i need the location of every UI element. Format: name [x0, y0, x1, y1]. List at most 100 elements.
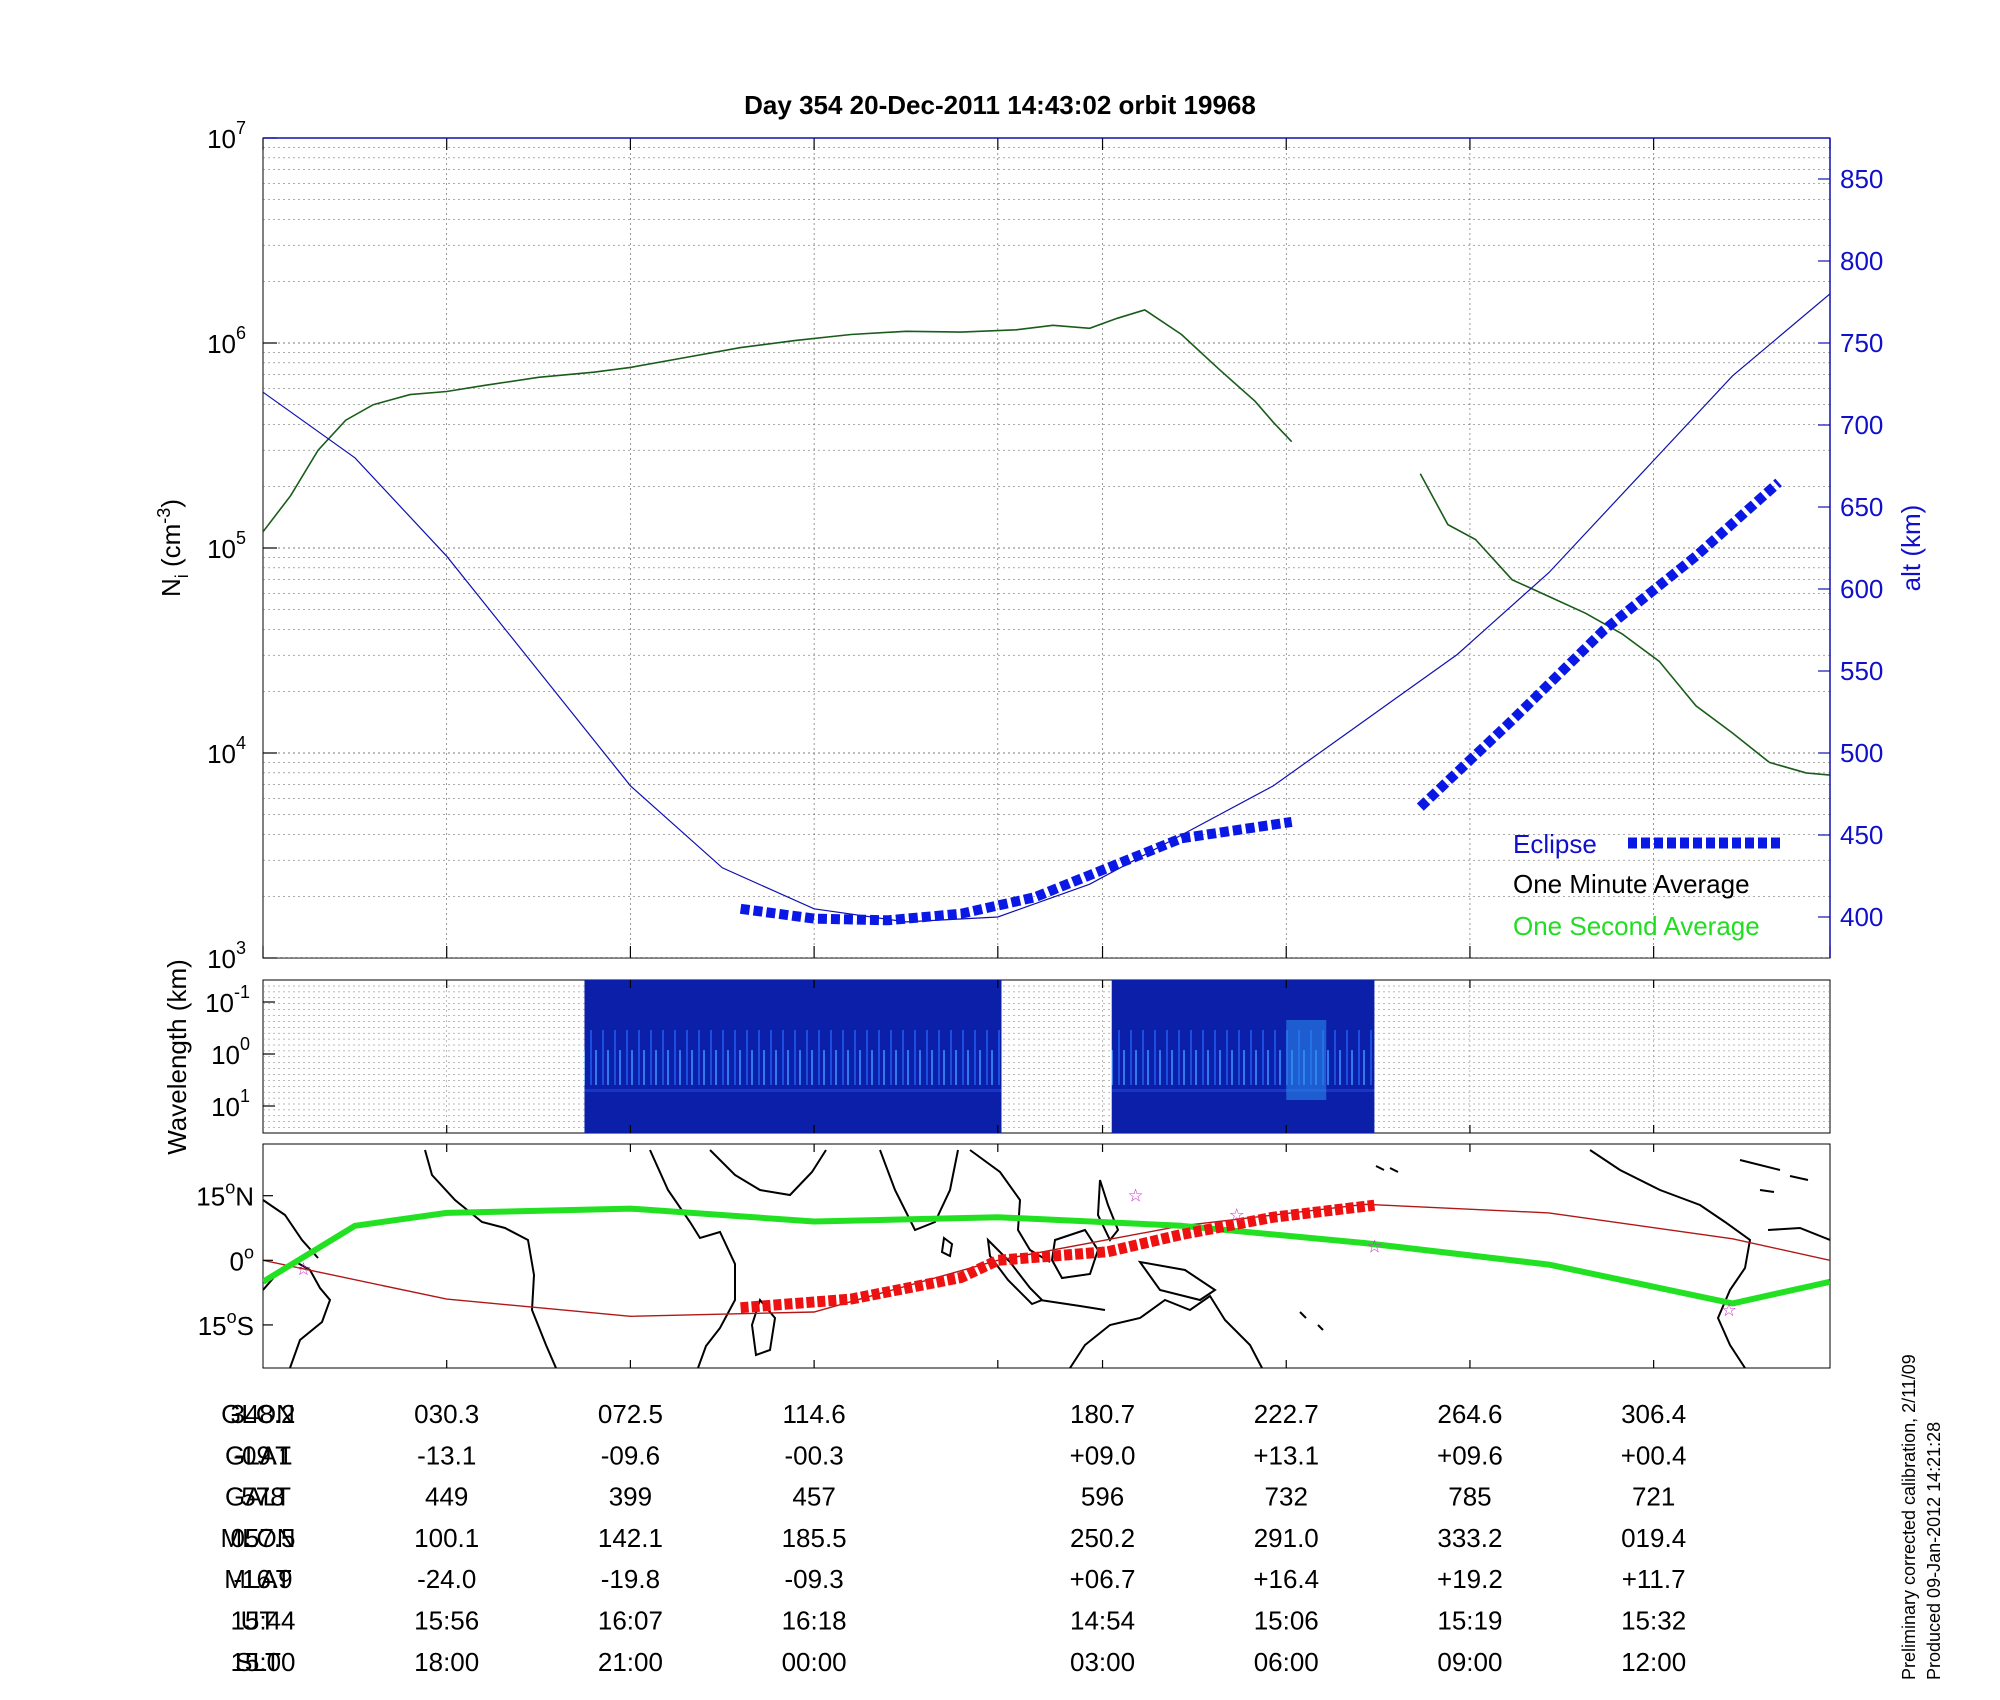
- table-cell: 072.5: [598, 1399, 663, 1429]
- altitude-y-tick-label: 400: [1840, 902, 1883, 932]
- table-cell: 06:00: [1254, 1647, 1319, 1677]
- table-row-label: MLAT: [224, 1564, 292, 1594]
- table-cell: 142.1: [598, 1523, 663, 1553]
- calibration-note: Preliminary corrected calibration, 2/11/…: [1899, 1354, 1919, 1680]
- table-cell: -24.0: [417, 1564, 476, 1594]
- madagascar: [750, 1297, 777, 1357]
- spectrogram-block: [1111, 980, 1375, 1133]
- map-y-ticks: 15oN 0o 15oS: [196, 1178, 273, 1341]
- spectrogram-x-ticks: [446, 980, 1655, 1133]
- table-cell: 00:00: [782, 1647, 847, 1677]
- africa-west-coast: [424, 1149, 557, 1368]
- density-gridlines: [263, 138, 1830, 958]
- latitude-tick-label: 15oS: [198, 1307, 254, 1341]
- central-america-coast: [263, 1199, 319, 1259]
- arabia-coast: [709, 1149, 827, 1197]
- table-cell: 16:18: [782, 1606, 847, 1636]
- table-cell: 15:19: [1437, 1606, 1502, 1636]
- table-cell: 250.2: [1070, 1523, 1135, 1553]
- density-x-ticks: [262, 138, 1831, 958]
- star-marker-icon: ☆: [1128, 1186, 1144, 1206]
- table-cell: 12:00: [1621, 1647, 1686, 1677]
- table-cell: +19.2: [1437, 1564, 1503, 1594]
- table-cell: 306.4: [1621, 1399, 1686, 1429]
- table-cell: -00.3: [784, 1440, 843, 1470]
- altitude-y-tick-label: 750: [1840, 328, 1883, 358]
- legend-minute-label: One Minute Average: [1513, 869, 1750, 899]
- table-cell: +09.0: [1070, 1440, 1136, 1470]
- table-cell: 21:00: [598, 1647, 663, 1677]
- table-cell: +11.7: [1622, 1564, 1686, 1594]
- density-y-tick-label: 106: [207, 323, 246, 359]
- altitude-y-axis-label: alt (km): [1896, 505, 1926, 592]
- spectrogram-blocks: [584, 980, 1375, 1133]
- table-cell: 114.6: [783, 1399, 846, 1429]
- table-cell: 16:07: [598, 1606, 663, 1636]
- altitude-y-tick-label: 550: [1840, 656, 1883, 686]
- wavelength-axis-label: Wavelength (km): [162, 959, 192, 1155]
- table-cell: -13.1: [417, 1440, 476, 1470]
- table-cell: 15:44: [230, 1606, 295, 1636]
- table-cell: 732: [1265, 1482, 1308, 1512]
- table-cell: 333.2: [1437, 1523, 1502, 1553]
- table-cell: 222.7: [1254, 1399, 1319, 1429]
- density-y-tick-label: 103: [207, 938, 246, 974]
- table-cell: +16.4: [1253, 1564, 1319, 1594]
- table-cell: 15:56: [414, 1606, 479, 1636]
- table-cell: 030.3: [414, 1399, 479, 1429]
- map-series: ☆ ☆ ☆ ☆ ☆: [263, 1186, 1830, 1320]
- star-marker-icon: ☆: [1366, 1237, 1382, 1257]
- table-cell: -09.1: [233, 1440, 292, 1470]
- eclipse-segment: [1416, 478, 1782, 811]
- table-cell: 18:00: [414, 1647, 479, 1677]
- density-y-tick-label: 104: [207, 733, 246, 769]
- table-cell: +09.6: [1437, 1440, 1503, 1470]
- ground-track-line: [263, 1203, 1830, 1318]
- star-marker-icon: ☆: [295, 1259, 311, 1279]
- altitude-y-tick-label: 450: [1840, 820, 1883, 850]
- spectrogram-panel: 10-1 100 101 Wavelength (km): [162, 959, 1831, 1155]
- density-y-tick-label: 105: [207, 528, 246, 564]
- altitude-y-tick-label: 700: [1840, 410, 1883, 440]
- table-cell: 596: [1081, 1482, 1124, 1512]
- figure-title: Day 354 20-Dec-2011 14:43:02 orbit 19968: [744, 90, 1256, 120]
- java: [1039, 1299, 1106, 1311]
- production-date: Produced 09-Jan-2012 14:21:28: [1924, 1422, 1944, 1680]
- india-coast: [879, 1149, 959, 1232]
- altitude-y-tick-label: 800: [1840, 246, 1883, 276]
- spectrogram-frame: [262, 979, 1831, 1134]
- table-cell: +00.4: [1621, 1440, 1687, 1470]
- sri-lanka: [940, 1236, 954, 1258]
- altitude-y-tick-label: 500: [1840, 738, 1883, 768]
- table-row-label: GLON: [221, 1399, 295, 1429]
- map-panel: ☆ ☆ ☆ ☆ ☆ 15oN 0o 15oS: [196, 1143, 1831, 1369]
- latitude-tick-label: 15oN: [196, 1178, 254, 1212]
- altitude-line: [263, 293, 1830, 923]
- star-marker-icon: ☆: [1229, 1205, 1245, 1225]
- table-cell: 09:00: [1437, 1647, 1502, 1677]
- table-cell: -19.8: [601, 1564, 660, 1594]
- table-cell: 578: [241, 1482, 284, 1512]
- table-cell: -16.9: [233, 1564, 292, 1594]
- table-cell: +06.7: [1070, 1564, 1136, 1594]
- legend-second-label: One Second Average: [1513, 911, 1760, 941]
- table-cell: 785: [1448, 1482, 1491, 1512]
- density-line: [263, 309, 1293, 533]
- table-cell: 15:00: [230, 1647, 295, 1677]
- spectrogram-hotspot: [1286, 1020, 1327, 1100]
- table-cell: 291.0: [1254, 1523, 1319, 1553]
- table-cell: 457: [792, 1482, 835, 1512]
- table-cell: 185.5: [782, 1523, 847, 1553]
- australia-coast: [1069, 1294, 1263, 1368]
- star-marker-icon: ☆: [1721, 1300, 1737, 1320]
- table-cell: 03:00: [1070, 1647, 1135, 1677]
- spectrogram-gridlines: [263, 980, 1830, 1133]
- table-row-label: MLON: [220, 1523, 295, 1553]
- table-cell: 15:06: [1254, 1606, 1319, 1636]
- table-cell: 399: [609, 1482, 652, 1512]
- density-panel: 103 104 105 106 107 400 450 500 550 600 650 700 750…: [154, 118, 1926, 974]
- borneo: [1050, 1228, 1100, 1280]
- altitude-y-tick-label: 850: [1840, 164, 1883, 194]
